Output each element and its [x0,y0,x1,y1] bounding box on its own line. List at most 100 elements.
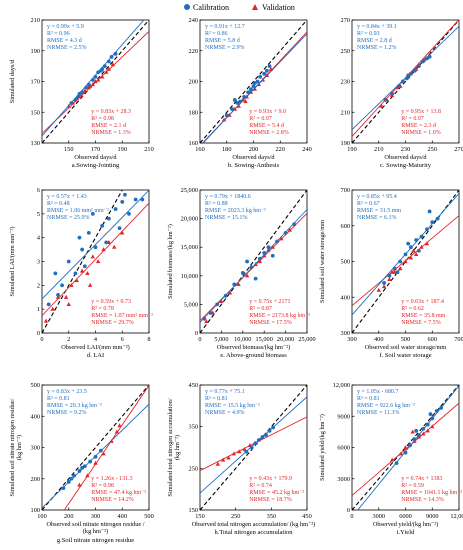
x-tick-label: 190 [347,146,356,153]
calibration-point [398,259,403,264]
y-axis-label: Simulated biomass/(kg hm⁻²) [167,224,174,299]
validation-point [63,294,69,299]
y-tick-label: 210 [31,17,40,24]
validation-point [376,287,381,292]
y-tick-label: 150 [189,507,198,514]
validation-point [397,266,403,271]
validation-stats: RMSE = 2173.8 kg hm⁻² [249,313,310,319]
panel-plot-area [200,190,307,333]
panel-e: 0 5,000 10,000 15,000 20,000 25,000 0 5,000 10,0… [167,187,316,359]
validation-point [50,306,55,311]
calibration-fit-line [352,25,459,130]
panel-caption: g.Soil nitrate nitrogen residue [57,537,134,544]
calibration-stats: NRMSE = 2.5% [47,45,87,51]
x-tick-label: 100 [37,513,46,520]
validation-point [379,103,384,108]
x-axis-label: Observed days/d [384,154,427,161]
validation-stats: R² = 0.87 [249,306,272,312]
panel-plot-area [42,385,149,510]
validation-stats: y = 1.26x - 131.3 [91,476,132,482]
y-tick-label: 230 [341,79,350,86]
calibration-fit-line [352,193,459,316]
panel-g: 100 200 300 400 500 100 200 300 400 500 y = 0.83x … [9,382,154,544]
validation-stats: y = 0.83x + 28.3 [91,109,131,115]
y-tick-label: 300 [31,445,40,452]
y-axis-label: (kg hm⁻²) [16,435,23,460]
x-tick-label: 500 [144,513,153,520]
calibration-point [412,437,417,442]
x-axis-label: (kg hm⁻²) [83,528,108,535]
y-tick-label: 0 [195,330,198,337]
calibration-stats: NRMSE = 6.1% [357,215,397,221]
x-tick-label: 250 [428,146,437,153]
validation-stats: RMSE = 1041.1 kg hm⁻² [401,490,462,496]
calibration-point [72,473,76,478]
y-tick-label: 200 [31,476,40,483]
validation-stats: y = 0.59x + 0.73 [91,299,131,305]
panel-f: 300 400 500 600 700 300 400 500 600 700 y = 0.85x … [319,187,463,359]
x-tick-label: 240 [302,146,311,153]
y-axis-label: Simulated total nitrogen accumulation/ [167,398,174,496]
panel-plot-area [352,385,459,510]
calibration-point [258,74,263,79]
x-tick-label: 400 [118,513,127,520]
calibration-point [262,71,267,76]
x-tick-label: 300 [347,336,356,343]
one-to-one-line [200,385,307,510]
validation-stats: NRMSE = 2.8% [249,130,289,136]
validation-point [114,429,120,434]
calibration-stats: RMSE = 5.8 d [205,38,240,44]
one-to-one-line [352,385,459,510]
validation-point [106,66,112,71]
validation-stats: y = 0.43x + 179.9 [249,476,292,482]
calibration-stats: y = 0.99x + 5.9 [47,24,84,30]
x-tick-label: 2 [67,336,70,343]
x-tick-label: 200 [249,146,258,153]
validation-point [410,429,415,434]
calibration-point [80,247,85,252]
calibration-fit-line [42,403,149,509]
validation-point [287,227,293,232]
calibration-legend-label: Calibration [193,3,229,12]
x-tick-label: 190 [118,146,127,153]
validation-legend-marker [252,4,258,10]
validation-fit-line [42,202,149,316]
calibration-point [395,270,400,275]
x-tick-label: 210 [374,146,383,153]
panel-plot-area [42,20,149,143]
y-tick-label: 600 [341,223,350,230]
plot-frame [199,384,308,511]
calibration-point [406,241,411,246]
calibration-stats: y = 0.79x + 1840.6 [205,194,251,200]
x-axis-label: Observed soil water storage/mm [365,344,447,351]
calibration-point [270,253,275,258]
y-axis-label: (kg hm⁻²) [174,435,181,460]
x-tick-label: 8 [147,336,150,343]
y-tick-label: 5 [37,211,40,218]
x-axis-label: Observed soil nitrate nitrogen residue / [46,521,144,528]
validation-fit-line [63,385,149,510]
y-axis-label: Simulated soil water storage/mm [319,220,326,303]
calibration-point [133,197,138,202]
validation-stats: R² = 0.74 [249,483,272,489]
validation-point [66,302,71,306]
validation-stats: RMSE = 35.8 mm [401,313,445,319]
calibration-point [61,486,66,491]
validation-stats: NRMSE = 1.3% [91,130,131,136]
validation-stats: NRMSE = 14.2% [91,497,134,503]
calibration-stats: NRMSE = 15.1% [205,215,248,221]
one-to-one-line [352,190,459,333]
calibration-point [100,223,105,228]
validation-stats: R² = 0.62 [401,306,424,312]
calibration-point [390,91,395,96]
calibration-point [53,271,58,276]
x-tick-label: 20,000 [277,336,294,343]
x-tick-label: 200 [64,513,73,520]
calibration-point [93,245,98,250]
calibration-point [435,216,440,221]
x-axis-label: Observed days/d [232,154,275,161]
calibration-point [86,231,91,235]
panel-h: 150 250 350 450 150 250 350 450 y = 0.77x + 75.1… [167,382,315,536]
y-axis-label: Simulated yield/(kg hm⁻²) [319,414,326,481]
